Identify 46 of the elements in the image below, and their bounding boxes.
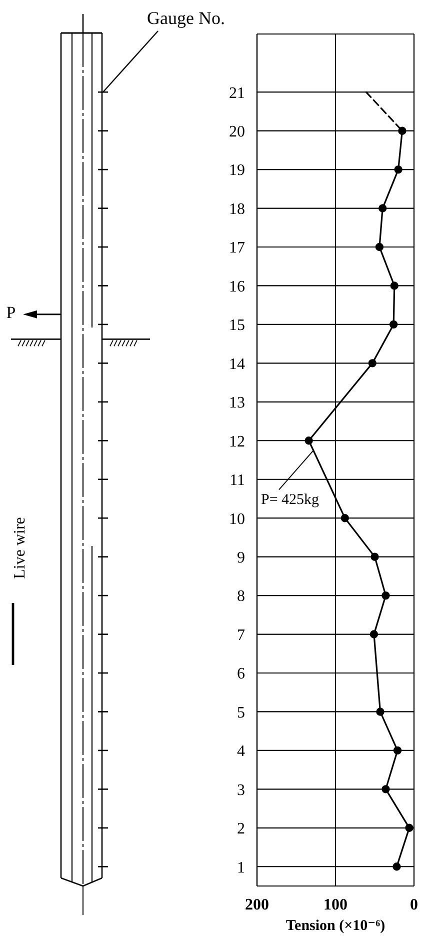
y-tick-label: 9 <box>237 550 245 566</box>
x-tick-label: 0 <box>410 896 418 914</box>
y-tick-label: 12 <box>229 433 245 450</box>
y-tick-label: 18 <box>229 200 245 218</box>
point <box>376 708 384 716</box>
point <box>398 126 406 135</box>
point <box>389 320 398 329</box>
y-tick-label: 16 <box>229 278 245 296</box>
point <box>375 242 384 252</box>
y-tick-label: 4 <box>237 743 245 760</box>
point <box>340 514 350 522</box>
point <box>378 204 387 212</box>
y-tick-label: 20 <box>229 124 245 140</box>
text: Live wire <box>12 517 29 579</box>
y-tick-label: 19 <box>229 162 245 180</box>
point <box>368 359 376 368</box>
x-axis-title: Tension (×10⁻⁶) <box>286 918 386 934</box>
y-tick-label: 11 <box>230 472 245 490</box>
y-tick-label: 13 <box>229 394 245 412</box>
point <box>394 165 402 174</box>
y-axis-title: Gauge No. <box>147 8 225 28</box>
y-tick-label: 15 <box>229 317 245 334</box>
point <box>393 746 402 755</box>
y-tick-label: 10 <box>229 510 245 528</box>
text: P <box>6 302 16 322</box>
y-tick-label: 5 <box>237 704 245 722</box>
point <box>390 282 398 290</box>
annotation: P= 425kg <box>261 492 320 508</box>
y-tick-label: 8 <box>237 588 245 606</box>
point <box>370 630 378 638</box>
y-tick-label: 14 <box>229 356 245 373</box>
y-tick-label: 17 <box>229 240 245 257</box>
y-tick-label: 6 <box>237 666 245 683</box>
y-tick-label: 3 <box>237 782 245 799</box>
point <box>382 591 390 600</box>
point <box>304 436 313 445</box>
point <box>392 862 401 871</box>
y-tick-label: 2 <box>237 820 245 838</box>
y-tick-label: 21 <box>229 84 245 102</box>
y-tick-label: 1 <box>237 859 245 876</box>
x-tick-label: 200 <box>245 896 269 914</box>
y-tick-label: 7 <box>237 626 245 644</box>
point <box>370 552 379 561</box>
x-tick-label: 100 <box>324 896 348 914</box>
point <box>382 785 390 794</box>
point <box>405 824 414 832</box>
